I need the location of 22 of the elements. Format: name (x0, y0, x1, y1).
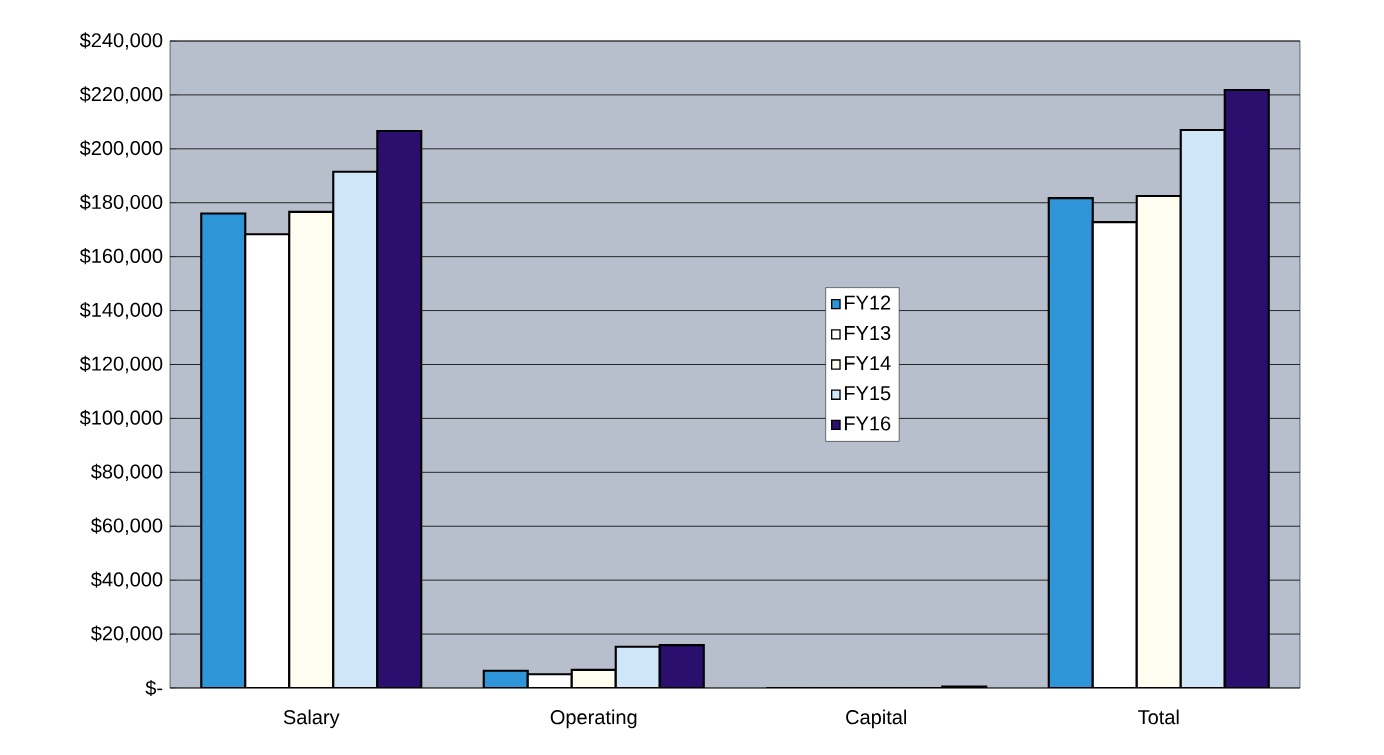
y-tick-label: $140,000 (79, 301, 163, 320)
x-tick-label: Total (1138, 709, 1179, 725)
y-tick-label: $220,000 (79, 86, 163, 104)
legend-label: FY16 (844, 416, 891, 431)
legend-label: FY13 (844, 325, 891, 341)
y-tick-label: $60,000 (90, 517, 163, 535)
y-tick-label: $160,000 (79, 247, 163, 266)
y-tick-label: $120,000 (79, 355, 163, 374)
y-tick-label: $200,000 (79, 140, 163, 158)
y-tick-label: $180,000 (79, 194, 163, 212)
legend-label: FY15 (844, 386, 891, 401)
y-tick-label: $20,000 (90, 625, 163, 643)
y-tick-label: $80,000 (90, 463, 163, 481)
y-tick-label: $40,000 (90, 571, 163, 589)
x-tick-label: Capital (846, 709, 907, 729)
y-tick-label: $100,000 (79, 409, 163, 428)
x-tick-label: Operating (550, 709, 637, 729)
y-tick-label: $240,000 (79, 32, 163, 50)
legend-label: FY12 (844, 295, 891, 310)
y-tick-label: $- (145, 679, 163, 697)
legend-label: FY14 (844, 356, 891, 370)
x-tick-label: Salary (283, 709, 340, 729)
